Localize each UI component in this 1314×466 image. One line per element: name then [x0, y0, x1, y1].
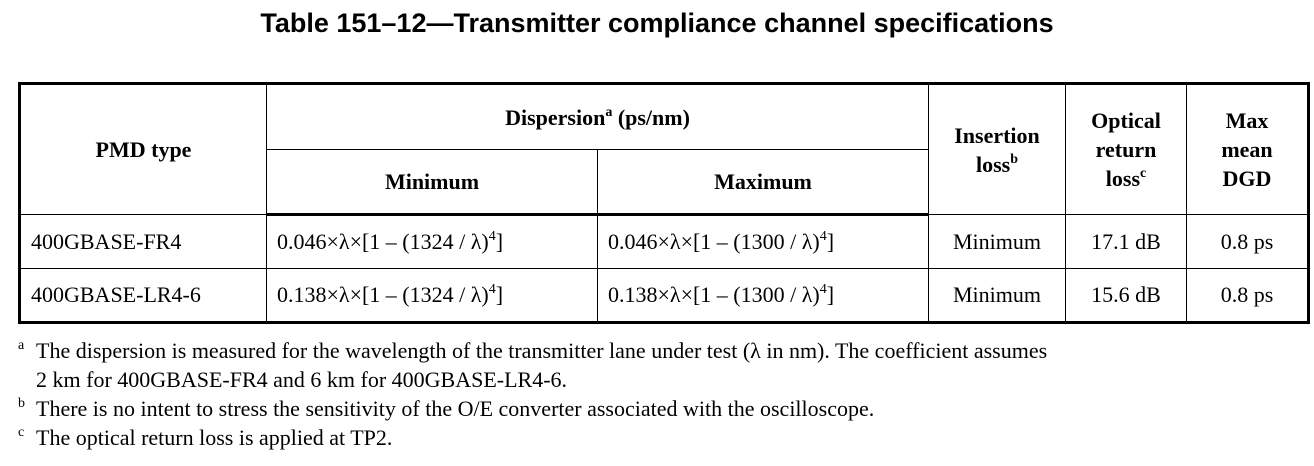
- formula: ]: [495, 229, 504, 254]
- header-cell: Dispersiona (ps/nm): [266, 83, 929, 150]
- cell: 400GBASE-LR4-6: [19, 268, 267, 323]
- cell: 0.046×λ×[1 – (1324 / λ)4]: [266, 214, 598, 269]
- note-mark: b: [1010, 151, 1019, 167]
- header-cell: Minimum: [266, 149, 598, 216]
- footnote-text: There is no intent to stress the sensiti…: [36, 396, 875, 421]
- header-cell: Optical return lossc: [1065, 83, 1187, 215]
- cell: 0.8 ps: [1186, 214, 1309, 269]
- table-row: 400GBASE-LR4-6 0.138×λ×[1 – (1324 / λ)4] 0…: [19, 268, 1309, 323]
- footnotes: a The dispersion is measured for the wave…: [18, 336, 1047, 452]
- cell-text: Minimum: [952, 282, 1041, 307]
- cell-text: 400GBASE-FR4: [31, 228, 182, 254]
- formula: 0.046×λ×[1 – (1300 / λ): [608, 229, 820, 254]
- cell: Minimum: [928, 268, 1066, 323]
- cell: 15.6 dB: [1065, 268, 1187, 323]
- spec-table: PMD type Dispersiona (ps/nm) Insertion lo…: [18, 82, 1310, 324]
- formula: 0.138×λ×[1 – (1300 / λ): [608, 282, 820, 307]
- header-text: Optical: [1091, 108, 1161, 133]
- exponent: 4: [819, 229, 827, 244]
- table-title: Table 151–12—Transmitter compliance chan…: [260, 8, 1054, 38]
- cell-text: 0.8 ps: [1220, 282, 1274, 307]
- cell-text: Minimum: [952, 228, 1041, 254]
- footnote: a The dispersion is measured for the wave…: [18, 338, 1048, 392]
- header-text: Insertion: [954, 122, 1040, 148]
- header-text: DGD: [1222, 166, 1272, 191]
- header-text: Maximum: [714, 169, 812, 194]
- header-cell: Max mean DGD: [1186, 83, 1309, 215]
- cell-text: 0.8 ps: [1220, 228, 1274, 254]
- cell-text: 15.6 dB: [1091, 282, 1161, 307]
- header-text: lossb: [939, 150, 1055, 179]
- cell: 400GBASE-FR4: [19, 214, 267, 269]
- header-text: Dispersion: [505, 104, 606, 130]
- footnote: c The optical return loss is applied at T…: [18, 423, 1047, 452]
- formula: ]: [826, 282, 835, 307]
- cell: 0.138×λ×[1 – (1300 / λ)4]: [597, 268, 929, 323]
- cell-text: 400GBASE-LR4-6: [31, 282, 201, 307]
- footnote: b There is no intent to stress the sensit…: [18, 394, 1047, 423]
- cell: Minimum: [928, 214, 1066, 269]
- header-text: PMD type: [95, 137, 192, 162]
- header-text: mean: [1221, 137, 1273, 162]
- cell: 0.8 ps: [1186, 268, 1309, 323]
- cell: 0.046×λ×[1 – (1300 / λ)4]: [597, 214, 929, 269]
- table-row: 400GBASE-FR4 0.046×λ×[1 – (1324 / λ)4] 0.0…: [19, 214, 1309, 269]
- header-cell: Insertion lossb: [928, 83, 1066, 215]
- table-body: 400GBASE-FR4 0.046×λ×[1 – (1324 / λ)4] 0.0…: [19, 214, 1309, 323]
- note-mark: c: [1140, 166, 1147, 181]
- cell: 17.1 dB: [1065, 214, 1187, 269]
- header-cell: Maximum: [597, 149, 929, 216]
- footnote-text: 2 km for 400GBASE-FR4 and 6 km for 400GB…: [36, 367, 568, 392]
- exponent: 4: [488, 229, 496, 244]
- footnote-text: The dispersion is measured for the wavel…: [36, 338, 1048, 363]
- formula: ]: [495, 282, 504, 307]
- header-text: loss: [1105, 166, 1141, 191]
- exponent: 4: [819, 282, 827, 297]
- formula: 0.138×λ×[1 – (1324 / λ): [277, 282, 489, 307]
- exponent: 4: [488, 282, 496, 297]
- header-cell: PMD type: [19, 83, 267, 215]
- note-mark: a: [605, 104, 613, 120]
- header-text: loss: [975, 151, 1011, 177]
- cell: 0.138×λ×[1 – (1324 / λ)4]: [266, 268, 598, 323]
- formula: ]: [826, 229, 835, 254]
- formula: 0.046×λ×[1 – (1324 / λ): [277, 229, 489, 254]
- header-text: Max: [1225, 108, 1269, 133]
- header-text: lossc: [1076, 164, 1176, 193]
- header-unit: (ps/nm): [612, 104, 690, 130]
- cell-text: 17.1 dB: [1091, 228, 1161, 254]
- header-text: return: [1095, 137, 1157, 162]
- header-text: Minimum: [384, 169, 480, 194]
- footnote-text: The optical return loss is applied at TP…: [36, 425, 393, 450]
